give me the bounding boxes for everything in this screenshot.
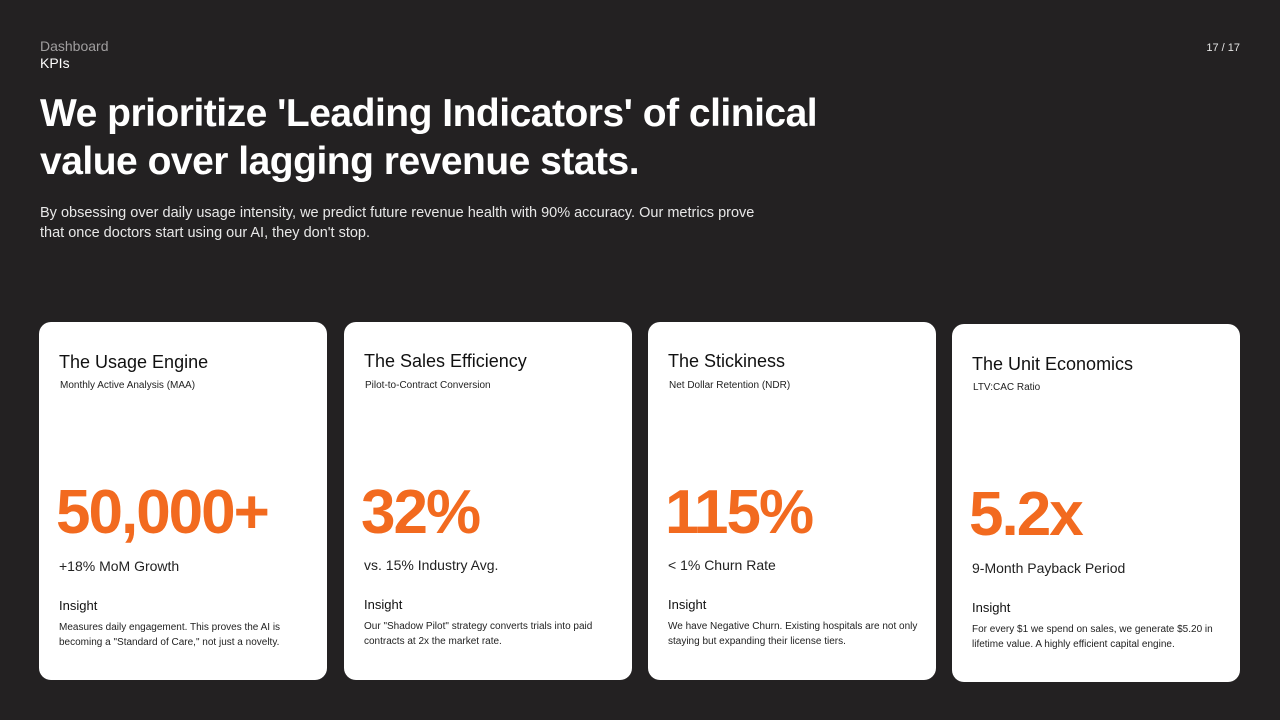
- kpi-cards: The Usage Engine Monthly Active Analysis…: [39, 322, 1241, 682]
- kpi-card-unit-economics: The Unit Economics LTV:CAC Ratio 5.2x 9-…: [952, 324, 1240, 682]
- page-title: We prioritize 'Leading Indicators' of cl…: [40, 92, 818, 183]
- kpi-card-sales-efficiency: The Sales Efficiency Pilot-to-Contract C…: [344, 322, 632, 680]
- card-insight-text: Our "Shadow Pilot" strategy converts tri…: [364, 621, 593, 647]
- card-insight-text: Measures daily engagement. This proves t…: [59, 622, 281, 648]
- card-metric: 5.2x: [969, 480, 1084, 549]
- card-title: The Unit Economics: [972, 354, 1134, 374]
- card-insight-label: Insight: [668, 597, 707, 612]
- card-insight-text: We have Negative Churn. Existing hospita…: [668, 621, 918, 647]
- page-indicator: 17 / 17: [1206, 42, 1240, 54]
- card-subtitle: Net Dollar Retention (NDR): [669, 380, 791, 391]
- page-subtitle: By obsessing over daily usage intensity,…: [40, 205, 755, 241]
- card-subtitle: LTV:CAC Ratio: [973, 382, 1041, 393]
- card-metric-sub: 9-Month Payback Period: [972, 560, 1126, 576]
- card-metric-sub: +18% MoM Growth: [59, 558, 180, 574]
- kpi-card-usage-engine: The Usage Engine Monthly Active Analysis…: [39, 322, 327, 680]
- card-insight-label: Insight: [364, 597, 403, 612]
- card-insight-text: For every $1 we spend on sales, we gener…: [972, 624, 1213, 650]
- card-metric: 32%: [361, 478, 481, 547]
- card-title: The Stickiness: [668, 351, 786, 371]
- card-metric: 115%: [665, 478, 814, 547]
- card-metric: 50,000+: [56, 478, 270, 547]
- card-metric-sub: vs. 15% Industry Avg.: [364, 557, 499, 573]
- card-insight-label: Insight: [972, 600, 1011, 615]
- card-insight-label: Insight: [59, 598, 98, 613]
- breadcrumb-parent[interactable]: Dashboard: [40, 38, 109, 54]
- card-title: The Sales Efficiency: [364, 351, 527, 371]
- card-subtitle: Pilot-to-Contract Conversion: [365, 380, 491, 391]
- card-title: The Usage Engine: [59, 352, 209, 372]
- breadcrumb-current: KPIs: [40, 55, 70, 71]
- kpi-card-stickiness: The Stickiness Net Dollar Retention (NDR…: [648, 322, 936, 680]
- card-metric-sub: < 1% Churn Rate: [668, 557, 776, 573]
- card-subtitle: Monthly Active Analysis (MAA): [60, 380, 196, 391]
